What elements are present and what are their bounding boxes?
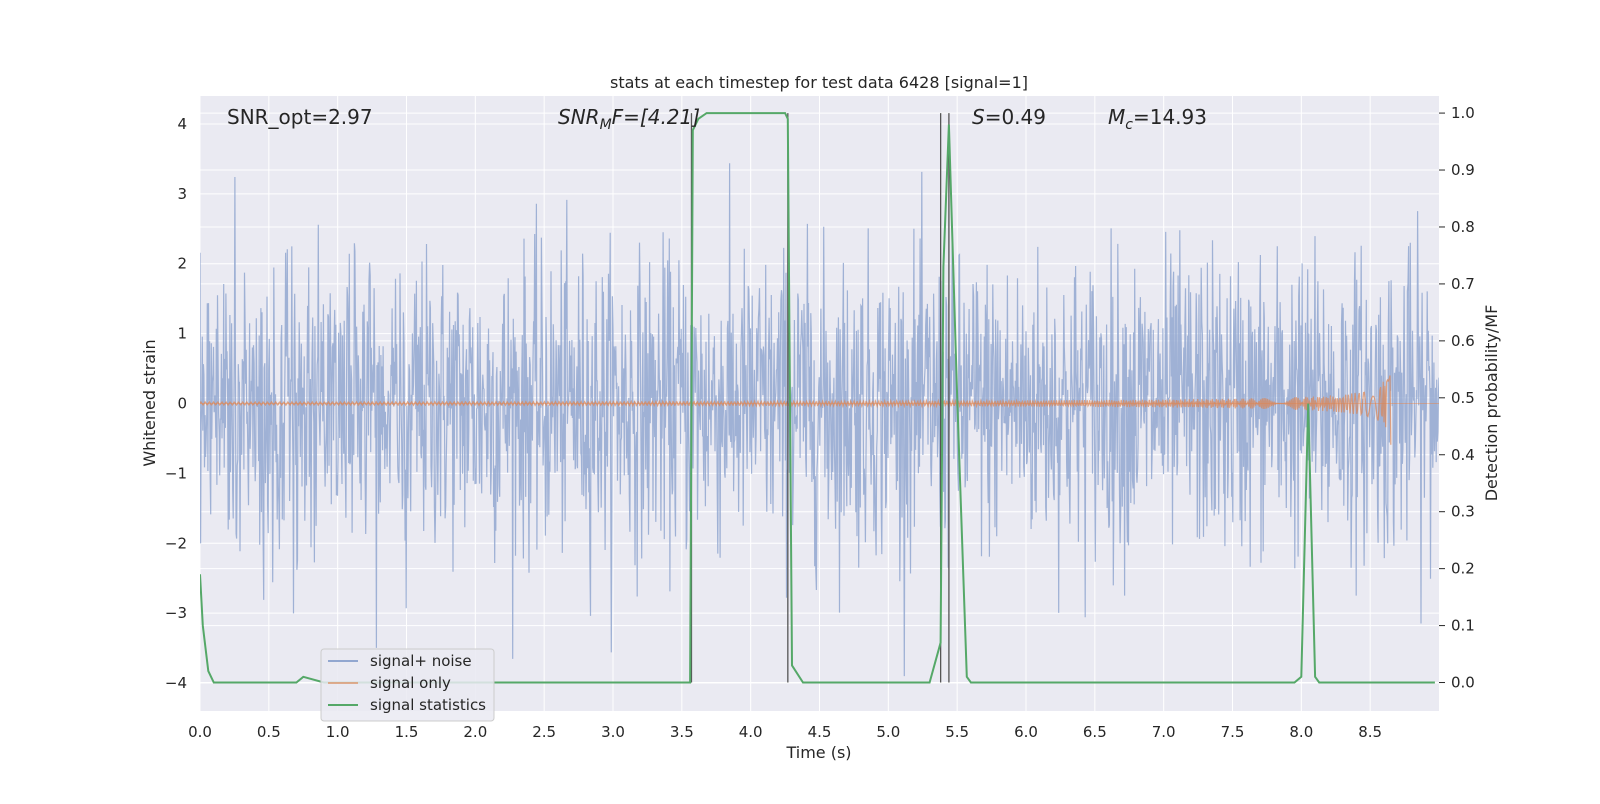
x-tick-label: 4.0 [739,723,763,741]
mc-sub: c [1125,117,1133,133]
mc-val: =14.93 [1133,105,1207,129]
snr-mf-prefix: SNR [558,105,600,129]
chart-title: stats at each timestep for test data 642… [610,73,1028,92]
y-right-tick-label: 0.8 [1451,218,1475,236]
x-tick-label: 2.5 [532,723,556,741]
y-right-tick-label: 0.6 [1451,332,1475,350]
x-tick-label: 7.5 [1221,723,1245,741]
signal-only-series [200,375,1439,445]
x-tick-label: 6.5 [1083,723,1107,741]
y-left-tick-label: −4 [165,674,187,692]
mc-var: M [1108,105,1125,129]
y-right-axis-label: Detection probability/MF [1482,305,1501,502]
s-val: =0.49 [985,105,1046,129]
y-right-tick-label: 0.0 [1451,674,1475,692]
y-left-tick-labels: 4 3 2 1 0 −1 −2 −3 −4 [165,115,187,692]
x-tick-labels: 0.0 0.5 1.0 1.5 2.0 2.5 3.0 3.5 4.0 4.5 5.0 5.5 6.0 6… [188,723,1382,741]
mc-annotation: Mc=14.93 [1108,105,1207,133]
y-left-tick-label: 0 [177,395,187,413]
x-tick-label: 5.0 [876,723,900,741]
y-left-axis-label: Whitened strain [140,339,159,466]
y-left-tick-label: 4 [177,115,187,133]
x-tick-label: 7.0 [1152,723,1176,741]
snr-mf-annotation: SNRMF=[4.21] [558,105,700,133]
legend: signal+ noise signal only signal statist… [320,648,495,722]
y-right-tick-label: 1.0 [1451,104,1475,122]
y-left-tick-label: −3 [165,604,187,622]
signal-only-line [200,375,1392,445]
y-left-tick-label: 2 [177,255,187,273]
y-right-tick-label: 0.3 [1451,503,1475,521]
signal-noise-series [200,163,1439,677]
x-tick-label: 8.5 [1358,723,1382,741]
y-left-tick-label: 3 [177,185,187,203]
y-right-tick-label: 0.4 [1451,446,1475,464]
legend-label-signal-noise: signal+ noise [370,652,472,670]
x-tick-label: 1.5 [395,723,419,741]
x-axis-label: Time (s) [785,743,851,762]
s-annotation: S=0.49 [972,105,1046,129]
x-tick-label: 4.5 [808,723,832,741]
snr-mf-sub: M [600,117,612,133]
y-left-tick-label: −2 [165,534,187,552]
signal-statistics-line [200,112,1435,684]
snr-opt-annotation: SNR_opt=2.97 [227,105,373,129]
y-right-tick-label: 0.7 [1451,275,1475,293]
x-tick-label: 3.0 [601,723,625,741]
x-tick-label: 0.0 [188,723,212,741]
y-left-tick-label: 1 [177,325,187,343]
legend-label-signal-statistics: signal statistics [370,696,486,714]
x-tick-label: 3.5 [670,723,694,741]
y-right-tick-label: 0.1 [1451,617,1475,635]
x-tick-label: 5.5 [945,723,969,741]
legend-box [320,648,495,722]
y-right-tick-label: 0.2 [1451,560,1475,578]
y-left-tick-label: −1 [165,464,187,482]
x-tick-label: 0.5 [257,723,281,741]
legend-label-signal-only: signal only [370,674,451,692]
x-tick-label: 8.0 [1289,723,1313,741]
s-var: S [972,105,985,129]
snr-mf-suffix: F=[4.21] [612,105,700,129]
signal-statistics-series [200,112,1435,684]
x-tick-label: 6.0 [1014,723,1038,741]
y-right-tick-labels: 1.0 0.9 0.8 0.7 0.6 0.5 0.4 0.3 0.2 0.1 0.0 [1439,104,1475,692]
signal-noise-line [200,163,1439,677]
y-right-tick-label: 0.5 [1451,389,1475,407]
y-right-tick-label: 0.9 [1451,161,1475,179]
x-tick-label: 1.0 [326,723,350,741]
x-tick-label: 2.0 [463,723,487,741]
